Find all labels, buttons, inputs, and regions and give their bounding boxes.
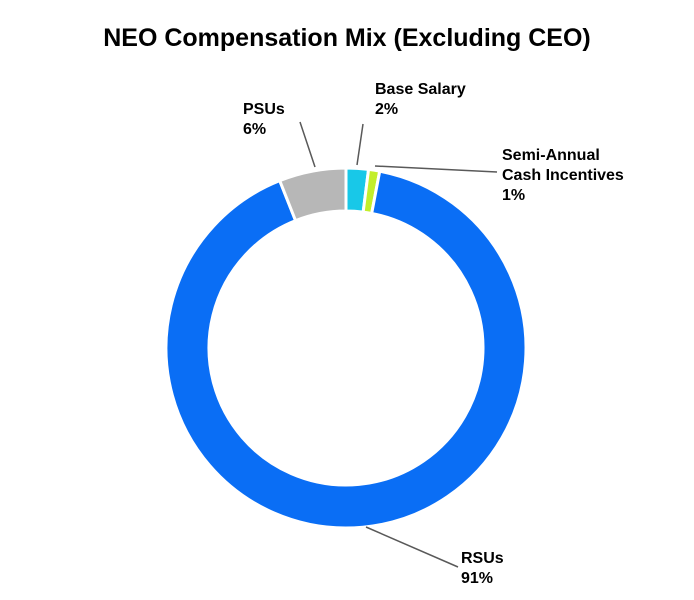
leader-line-base-salary: [356, 123, 364, 166]
donut-slices: [164, 166, 528, 530]
leader-line-psus: [299, 121, 316, 168]
leader-lines: [299, 121, 498, 568]
leader-line-rsus: [365, 526, 459, 568]
leader-line-semi-annual-cash-incentives: [374, 165, 498, 173]
slice-name-semi-annual-cash-incentives: Cash Incentives: [502, 167, 624, 184]
slice-label-semi-annual-cash-incentives: Semi-Annual Cash Incentives 1%: [502, 147, 624, 204]
slice-name-psus: PSUs: [243, 101, 285, 118]
slice-labels: Base Salary 2% Semi-Annual Cash Incentives 1…: [243, 81, 624, 587]
chart-title: NEO Compensation Mix (Excluding CEO): [103, 24, 591, 52]
slice-name-base-salary: Base Salary: [375, 81, 466, 98]
slice-rsus: [164, 169, 528, 530]
slice-value-psus: 6%: [243, 121, 266, 138]
slice-name-rsus: RSUs: [461, 550, 504, 567]
slice-label-psus: PSUs 6%: [243, 101, 285, 138]
slice-value-rsus: 91%: [461, 570, 493, 587]
slice-psus: [277, 166, 348, 223]
slice-label-base-salary: Base Salary 2%: [375, 81, 466, 118]
slice-value-semi-annual-cash-incentives: 1%: [502, 187, 525, 204]
slice-value-base-salary: 2%: [375, 101, 398, 118]
slice-name-semi-annual-cash-incentives: Semi-Annual: [502, 147, 600, 164]
slice-label-rsus: RSUs 91%: [461, 550, 504, 587]
